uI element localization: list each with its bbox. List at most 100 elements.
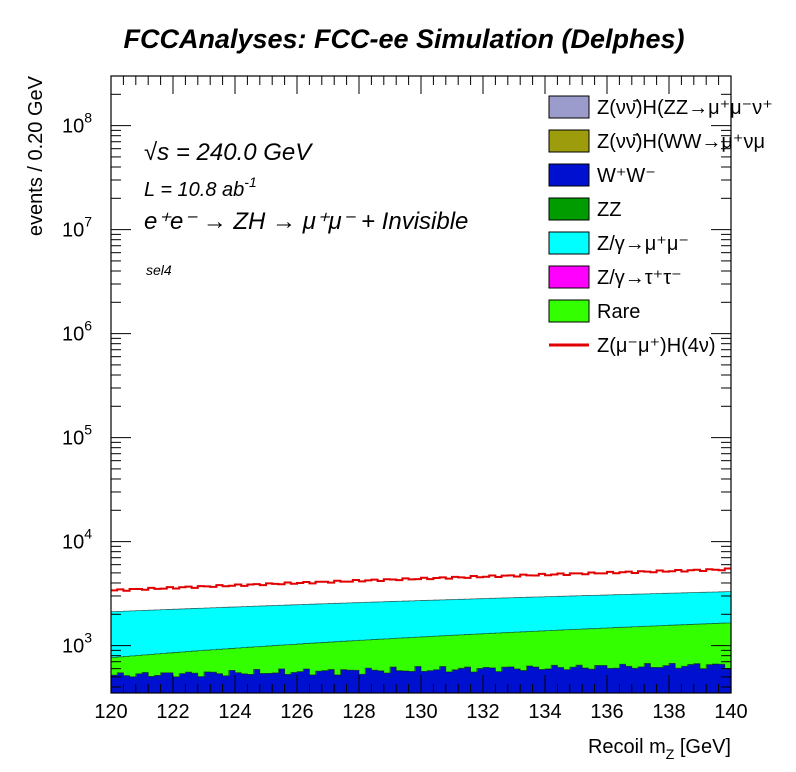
x-tick-label: 122 [156, 701, 189, 723]
bar-Rare [551, 630, 558, 666]
bar-Z/γ→μ⁺μ⁻ [272, 605, 279, 646]
bar-W⁺W⁻ [687, 664, 695, 693]
bar-Rare [154, 653, 162, 676]
bar-Z/γ→μ⁺μ⁻ [117, 611, 124, 657]
bar-W⁺W⁻ [241, 673, 248, 693]
bar-Rare [179, 651, 186, 674]
bar-Z/γ→μ⁺μ⁻ [383, 601, 391, 639]
bar-Rare [383, 638, 391, 674]
bar-W⁺W⁻ [693, 663, 701, 693]
bar-W⁺W⁻ [514, 668, 521, 693]
bar-Z/γ→μ⁺μ⁻ [359, 602, 366, 641]
legend-label: Z/γ→τ⁺τ⁻ [597, 267, 682, 289]
bar-Rare [197, 650, 205, 677]
bar-W⁺W⁻ [650, 667, 658, 693]
bar-W⁺W⁻ [470, 672, 478, 693]
bar-W⁺W⁻ [321, 670, 329, 693]
annotation-lumi: L = 10.8 ab-1 [144, 174, 257, 201]
legend-label: Z/γ→μ⁺μ⁻ [597, 233, 689, 255]
bar-Rare [377, 639, 385, 671]
y-tick-label: 105 [62, 422, 92, 450]
bar-W⁺W⁻ [712, 664, 720, 693]
bar-Rare [259, 646, 267, 674]
bar-Z/γ→μ⁺μ⁻ [247, 606, 255, 648]
x-tick-label: 124 [218, 701, 251, 723]
bar-Rare [210, 649, 217, 673]
bar-Rare [607, 627, 614, 669]
bar-Rare [483, 633, 490, 668]
bar-Rare [235, 648, 242, 673]
bar-W⁺W⁻ [377, 670, 385, 693]
bar-Rare [662, 625, 670, 666]
bar-W⁺W⁻ [328, 669, 335, 693]
bar-W⁺W⁻ [700, 668, 707, 693]
bar-W⁺W⁻ [675, 668, 682, 693]
bar-Rare [309, 643, 317, 675]
annotation-sqrts: √s = 240.0 GeV [144, 139, 313, 166]
bar-Z/γ→μ⁺μ⁻ [284, 605, 292, 645]
bar-Rare [266, 645, 273, 674]
bar-Rare [706, 623, 713, 665]
bar-Z/γ→μ⁺μ⁻ [563, 596, 571, 630]
bar-W⁺W⁻ [718, 664, 726, 693]
bar-W⁺W⁻ [123, 675, 131, 693]
bar-W⁺W⁻ [445, 671, 453, 693]
bar-W⁺W⁻ [507, 666, 515, 693]
bar-Rare [563, 629, 571, 670]
bar-Z/γ→μ⁺μ⁻ [724, 591, 732, 623]
bar-Z/γ→μ⁺μ⁻ [228, 607, 236, 649]
bar-Rare [650, 625, 658, 668]
y-tick-label: 103 [62, 630, 92, 658]
bar-W⁺W⁻ [117, 672, 124, 693]
bar-Rare [334, 641, 341, 675]
x-axis-label-sub: Z [666, 746, 675, 762]
bar-W⁺W⁻ [569, 667, 577, 693]
bar-Z/γ→μ⁺μ⁻ [607, 594, 614, 628]
bar-W⁺W⁻ [160, 672, 168, 693]
bar-Rare [135, 655, 143, 674]
bar-W⁺W⁻ [557, 667, 565, 693]
bar-W⁺W⁻ [204, 671, 211, 693]
bar-W⁺W⁻ [129, 676, 137, 693]
bar-Rare [507, 632, 515, 667]
bar-W⁺W⁻ [284, 674, 292, 693]
bar-Z/γ→μ⁺μ⁻ [526, 597, 534, 632]
bar-W⁺W⁻ [582, 668, 589, 693]
bar-W⁺W⁻ [439, 666, 447, 693]
x-tick-label: 134 [528, 701, 561, 723]
bar-W⁺W⁻ [619, 664, 627, 693]
legend-swatch [548, 299, 590, 323]
bar-Z/γ→μ⁺μ⁻ [718, 591, 726, 624]
bar-Z/γ→μ⁺μ⁻ [185, 608, 193, 652]
bar-Z/γ→μ⁺μ⁻ [588, 595, 596, 629]
bar-Z/γ→μ⁺μ⁻ [700, 592, 707, 624]
bar-Z/γ→μ⁺μ⁻ [371, 602, 379, 640]
bar-W⁺W⁻ [315, 671, 323, 693]
bar-Z/γ→μ⁺μ⁻ [365, 602, 372, 640]
bar-Z/γ→μ⁺μ⁻ [458, 599, 465, 635]
bar-Z/γ→μ⁺μ⁻ [334, 603, 341, 642]
bar-Z/γ→μ⁺μ⁻ [625, 594, 633, 628]
bar-Z/γ→μ⁺μ⁻ [253, 606, 261, 647]
bar-Rare [216, 649, 224, 674]
bar-W⁺W⁻ [669, 663, 676, 693]
bar-W⁺W⁻ [613, 668, 620, 693]
bar-W⁺W⁻ [600, 665, 608, 693]
bar-Rare [489, 633, 496, 668]
bar-Z/γ→μ⁺μ⁻ [476, 598, 484, 634]
x-tick-label: 130 [404, 701, 437, 723]
bar-W⁺W⁻ [414, 666, 422, 693]
bar-Z/γ→μ⁺μ⁻ [111, 611, 118, 658]
bar-W⁺W⁻ [452, 669, 459, 693]
bar-W⁺W⁻ [272, 672, 279, 693]
bar-W⁺W⁻ [607, 668, 614, 693]
y-tick-label: 107 [62, 214, 92, 242]
bar-Z/γ→μ⁺μ⁻ [576, 595, 583, 630]
bar-Rare [359, 640, 366, 675]
bar-Rare [396, 638, 403, 671]
bar-W⁺W⁻ [681, 666, 689, 693]
bar-Rare [148, 654, 155, 677]
bar-Z/γ→μ⁺μ⁻ [545, 596, 552, 631]
bar-W⁺W⁻ [228, 670, 236, 693]
bar-W⁺W⁻ [359, 674, 366, 693]
